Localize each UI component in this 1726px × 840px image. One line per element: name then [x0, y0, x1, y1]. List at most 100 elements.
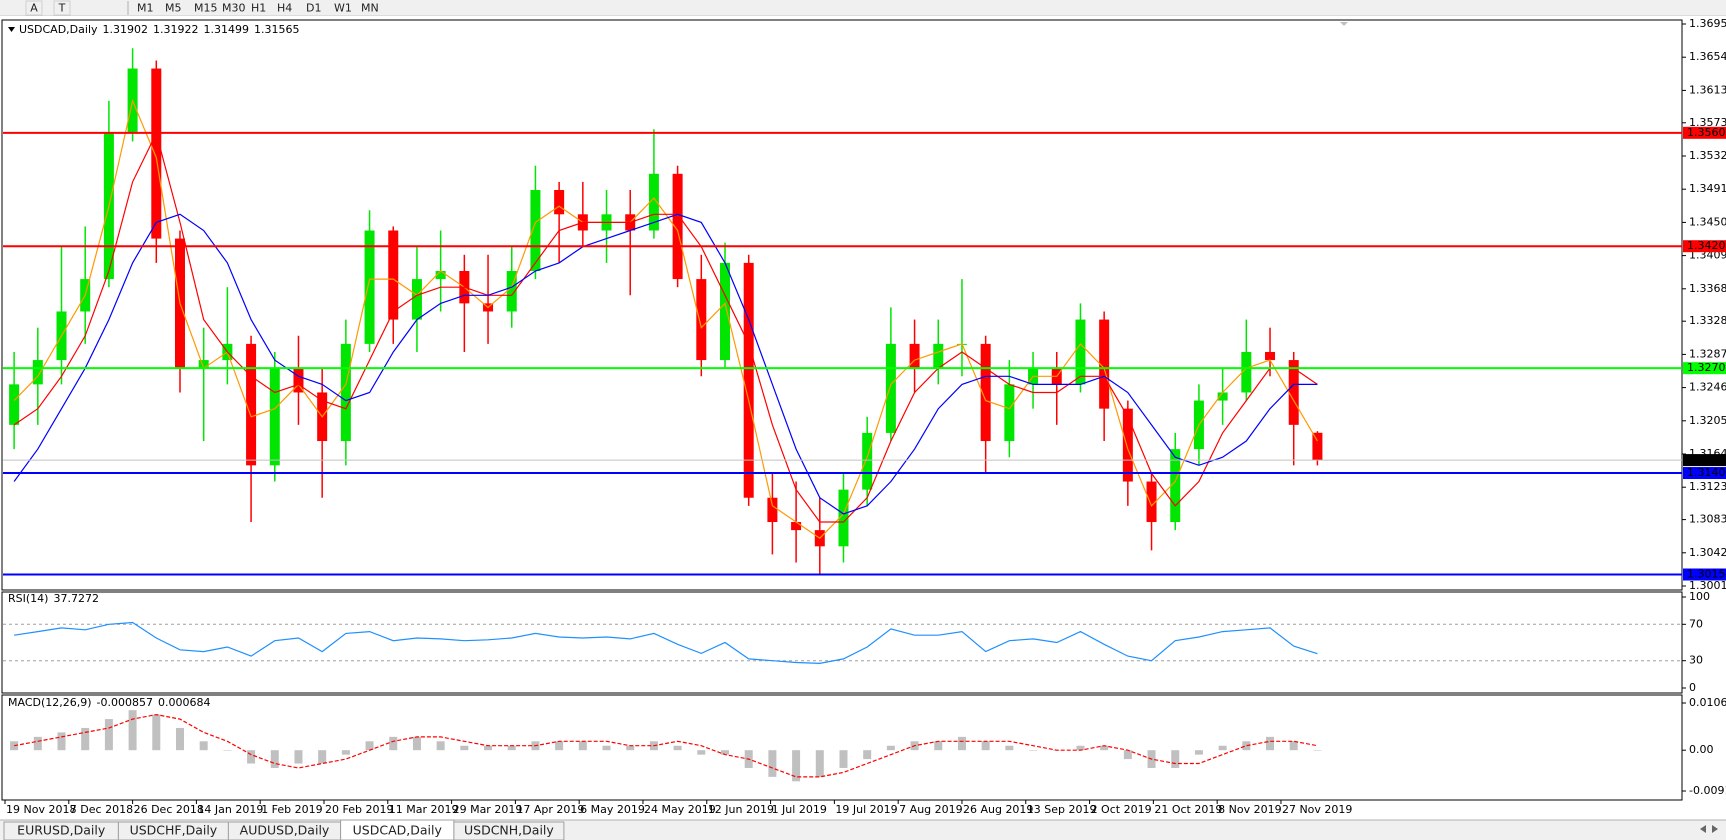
histogram-bar: [863, 750, 872, 760]
timeframe-button[interactable]: H1: [251, 2, 266, 15]
level-tag: [1683, 467, 1726, 480]
candle-body: [340, 343, 351, 442]
candle-body: [554, 190, 565, 215]
y-tick-label: 1.35320: [1689, 149, 1726, 162]
tab[interactable]: [453, 821, 565, 840]
moving-average: [13, 131, 1318, 523]
candle-body: [1075, 319, 1086, 385]
histogram-bar: [768, 750, 777, 777]
indicator-title: MACD(12,26,9) -0.000857 0.000684: [8, 696, 211, 709]
x-tick-label: 19 Jul 2019: [835, 803, 897, 816]
y-tick-label: 1.30010: [1689, 579, 1726, 592]
histogram-bar: [199, 741, 208, 751]
tab-label[interactable]: EURUSD,Daily: [17, 823, 106, 838]
timeframe-button[interactable]: MN: [361, 2, 379, 15]
histogram-bar: [270, 750, 279, 768]
level-tag: [1683, 126, 1726, 139]
histogram-bar: [104, 719, 113, 751]
y-tick-label: 0: [1689, 681, 1696, 694]
histogram-bar: [1100, 745, 1109, 751]
x-tick-label: 1 Feb 2019: [261, 803, 322, 816]
title-part: 1.31922: [153, 23, 199, 36]
x-tick-label: 21 Oct 2019: [1154, 803, 1222, 816]
moving-average: [13, 213, 1318, 515]
candle-body: [293, 368, 304, 393]
bid-tag: [1683, 454, 1726, 467]
histogram-bar: [223, 750, 232, 751]
candle-body: [885, 343, 896, 433]
y-tick-label: 1.33680: [1689, 282, 1726, 295]
timeframe-button[interactable]: M1: [137, 2, 154, 15]
x-tick-label: 7 Aug 2019: [899, 803, 962, 816]
histogram-bar: [1266, 736, 1275, 751]
tab-label[interactable]: AUDUSD,Daily: [240, 823, 330, 838]
level-tag: [1683, 568, 1726, 581]
title-part: 1.31499: [204, 23, 250, 36]
tab-scroll-left[interactable]: [1700, 825, 1706, 833]
candle-body: [1170, 449, 1181, 523]
level-tag-label: 1.35606: [1687, 126, 1726, 139]
x-tick-label: 6 May 2019: [580, 803, 645, 816]
candle-body: [743, 262, 754, 498]
timeframe-button[interactable]: W1: [334, 2, 352, 15]
histogram-bar: [460, 745, 469, 751]
candle-body: [1099, 319, 1110, 409]
y-tick-label: 30: [1689, 654, 1703, 667]
candle-body: [198, 360, 209, 369]
candle-body: [506, 270, 517, 312]
candle-body: [435, 270, 446, 280]
tab-scroll-right[interactable]: [1712, 825, 1718, 833]
title-part: 1.31902: [103, 23, 149, 36]
y-tick-label: 1.31230: [1689, 480, 1726, 493]
histogram-bar: [152, 714, 161, 751]
x-tick-label: 2 Oct 2019: [1091, 803, 1152, 816]
y-tick-label: -0.00918: [1689, 784, 1726, 797]
x-tick-label: 8 Nov 2019: [1218, 803, 1281, 816]
y-tick-label: 1.36950: [1689, 17, 1726, 30]
level-tag-label: 1.30152: [1687, 568, 1726, 581]
timeframe-button[interactable]: H4: [277, 2, 292, 15]
y-tick-label: 1.36130: [1689, 83, 1726, 96]
tool-button[interactable]: [25, 0, 43, 16]
histogram-bar: [1076, 745, 1085, 751]
level-tag-label: 1.34206: [1687, 239, 1726, 252]
candle-body: [269, 368, 280, 466]
candle-body: [720, 262, 731, 361]
x-tick-label: 12 Jun 2019: [708, 803, 774, 816]
histogram-bar: [555, 741, 564, 751]
histogram-bar: [412, 736, 421, 751]
tool-button[interactable]: [53, 0, 71, 16]
title-part: MACD(12,26,9): [8, 696, 92, 709]
timeframe-button[interactable]: D1: [306, 2, 321, 15]
y-tick-label: 1.35730: [1689, 116, 1726, 129]
histogram-bar: [934, 741, 943, 751]
tab-label[interactable]: USDCNH,Daily: [464, 823, 554, 838]
title-part: 0.000684: [158, 696, 211, 709]
x-tick-label: 11 Mar 2019: [389, 803, 459, 816]
timeframe-button[interactable]: M15: [194, 2, 218, 15]
timeframe-button[interactable]: M30: [222, 2, 246, 15]
tool-label[interactable]: A: [30, 2, 38, 15]
tab-label[interactable]: USDCHF,Daily: [130, 823, 218, 838]
x-tick-label: 27 Nov 2019: [1282, 803, 1352, 816]
candle-body: [151, 68, 162, 239]
candle-body: [862, 432, 873, 490]
x-tick-label: 13 Sep 2019: [1027, 803, 1097, 816]
candle-body: [838, 489, 849, 547]
title-part: -0.000857: [97, 696, 153, 709]
collapse-icon: [8, 27, 15, 32]
candle-body: [791, 522, 802, 531]
candle-body: [1241, 351, 1252, 393]
price-panel: [1, 19, 1683, 591]
scroll-marker: [1340, 22, 1348, 26]
candle-body: [411, 279, 422, 320]
y-tick-label: 70: [1689, 617, 1703, 630]
histogram-bar: [33, 736, 42, 751]
tab-label[interactable]: USDCAD,Daily: [353, 823, 443, 838]
timeframe-button[interactable]: M5: [165, 2, 182, 15]
y-tick-label: 1.34500: [1689, 215, 1726, 228]
histogram-bar: [673, 745, 682, 751]
candle-body: [672, 173, 683, 280]
tool-label[interactable]: T: [58, 2, 66, 15]
histogram-bar: [815, 750, 824, 777]
